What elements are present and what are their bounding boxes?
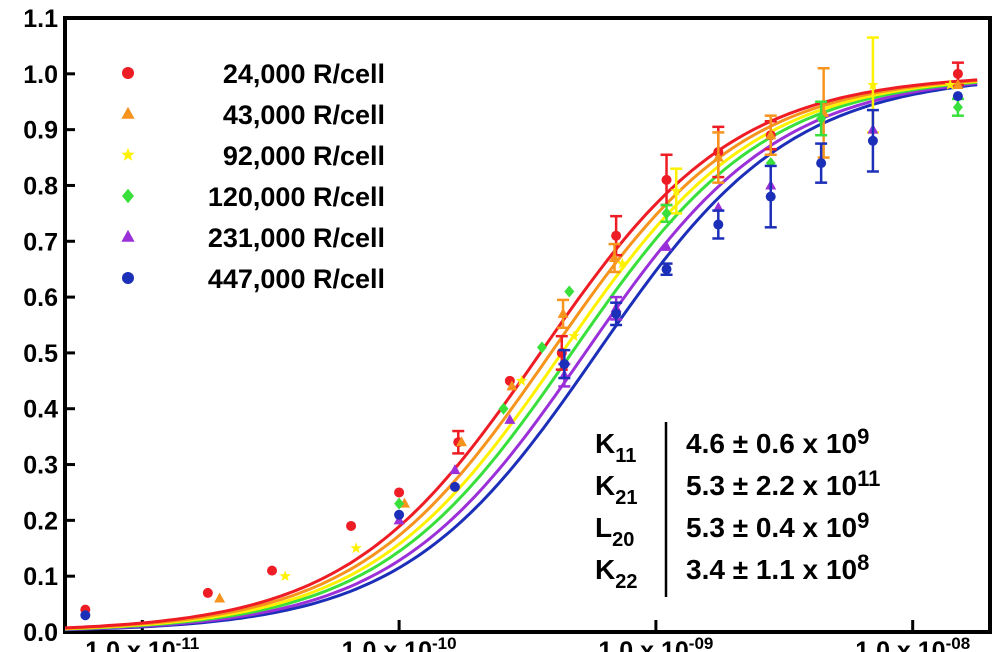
fit-parameters-annotation: K11 4.6 ± 0.6 x 109 K21 5.3 ± 2.2 x 1011 L20…	[595, 422, 880, 597]
fit-curve	[64, 78, 978, 630]
data-point	[559, 359, 570, 370]
legend-marker	[121, 229, 135, 242]
data-point	[661, 207, 672, 220]
legend: 24,000 R/cell 43,000 R/cell 92,000 R/cell 1…	[121, 59, 385, 294]
data-point	[952, 91, 963, 102]
x-tick-label: 1.0 x 10-11	[85, 634, 199, 652]
fit-curve	[64, 81, 978, 631]
fit-curve	[64, 80, 978, 631]
fit-curves	[64, 78, 978, 632]
data-point	[214, 592, 226, 603]
param-symbol: L20	[595, 512, 634, 551]
data-point	[449, 481, 460, 492]
data-point	[394, 487, 405, 498]
y-tick-label: 0.1	[23, 563, 58, 591]
param-value: 4.6 ± 0.6 x 109	[686, 424, 869, 459]
legend-label: 24,000 R/cell	[223, 59, 385, 89]
data-point	[536, 341, 547, 354]
data-point	[498, 402, 509, 415]
y-tick-label: 0.8	[23, 172, 58, 200]
legend-marker	[122, 188, 134, 204]
data-point	[712, 151, 724, 162]
data-point	[952, 101, 963, 114]
y-tick-label: 0.7	[23, 228, 58, 256]
data-point	[80, 610, 91, 621]
legend-marker	[122, 67, 134, 79]
data-point	[346, 520, 357, 531]
data-point	[816, 112, 827, 125]
data-point	[394, 509, 405, 520]
param-symbol: K21	[595, 470, 637, 509]
data-point	[609, 252, 621, 263]
x-axis: 1.0 x 10-11 1.0 x 10-10 1.0 x 10-09 1.0 x 1…	[85, 620, 970, 652]
legend-label: 231,000 R/cell	[208, 223, 385, 253]
data-point	[713, 219, 724, 230]
data-point	[611, 308, 622, 319]
data-point	[506, 380, 518, 391]
data-point	[867, 135, 878, 146]
data-point	[670, 185, 682, 196]
y-tick-label: 0.3	[23, 452, 58, 480]
data-point	[816, 158, 827, 169]
x-tick-label: 1.0 x 10-09	[598, 634, 713, 652]
param-value: 3.4 ± 1.1 x 108	[686, 550, 869, 585]
y-tick-label: 0.2	[23, 507, 58, 535]
data-point	[661, 264, 672, 275]
param-symbol: K22	[595, 554, 637, 593]
plot-frame	[63, 16, 992, 634]
legend-label: 92,000 R/cell	[223, 141, 385, 171]
data-point	[279, 570, 291, 581]
data-point	[867, 79, 879, 90]
legend-marker	[122, 272, 134, 284]
data-point	[449, 464, 461, 475]
data-point	[616, 257, 628, 269]
data-point	[515, 374, 528, 386]
data-point	[661, 240, 673, 251]
data-point	[765, 129, 777, 140]
data-point	[765, 191, 776, 202]
y-tick-label: 0.0	[23, 619, 58, 647]
y-tick-label: 1.0	[23, 61, 58, 89]
data-point	[504, 413, 516, 424]
data-point	[712, 201, 724, 212]
param-value: 5.3 ± 2.2 x 1011	[686, 466, 880, 501]
x-tick-label: 1.0 x 10-10	[342, 634, 457, 652]
data-point	[661, 174, 672, 185]
y-tick-label: 1.1	[23, 5, 58, 33]
data-point	[267, 565, 278, 576]
data-point	[456, 436, 468, 447]
fit-curve	[64, 79, 978, 631]
legend-marker	[121, 106, 135, 119]
param-value: 5.3 ± 0.4 x 109	[686, 508, 869, 543]
data-point	[557, 307, 569, 318]
y-axis: 0.0 0.1 0.2 0.3 0.4 0.5 0.6 0.7 0.8 0.9 1.0 1.1	[23, 5, 75, 647]
data-point	[944, 79, 956, 90]
data-points	[80, 36, 964, 621]
data-point	[350, 542, 362, 554]
data-point	[394, 497, 405, 510]
y-tick-label: 0.6	[23, 284, 58, 312]
data-point	[202, 587, 213, 598]
data-point	[952, 78, 964, 89]
data-point	[568, 330, 580, 341]
y-tick-label: 0.9	[23, 117, 58, 145]
legend-marker	[121, 147, 135, 161]
fit-curve	[64, 83, 978, 632]
y-tick-label: 0.4	[23, 396, 58, 424]
param-symbol: K11	[595, 428, 636, 467]
y-tick-label: 0.5	[23, 340, 58, 368]
x-tick-label: 1.0 x 10-08	[855, 634, 970, 652]
data-point	[564, 285, 575, 298]
data-point	[952, 68, 963, 79]
legend-label: 447,000 R/cell	[208, 264, 385, 294]
fit-curve	[64, 79, 978, 630]
data-point	[611, 230, 622, 241]
legend-label: 43,000 R/cell	[223, 100, 385, 130]
legend-label: 120,000 R/cell	[208, 182, 385, 212]
